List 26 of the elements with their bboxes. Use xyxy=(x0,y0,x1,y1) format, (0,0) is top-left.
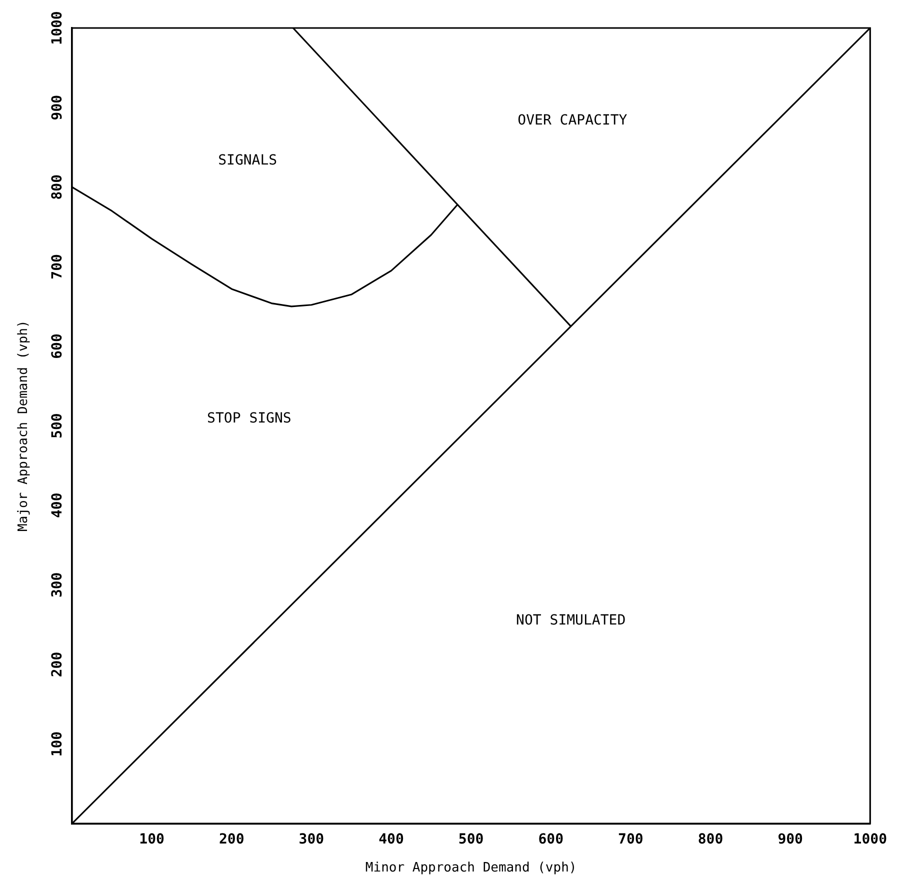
x-tick-label: 300 xyxy=(298,832,324,848)
x-tick-label: 200 xyxy=(218,832,244,848)
annotation: OVER CAPACITY xyxy=(518,112,628,129)
x-tick-label: 100 xyxy=(139,832,164,848)
y-tick-label: 400 xyxy=(50,492,66,518)
y-tick-label: 700 xyxy=(50,254,66,280)
y-tick-label: 600 xyxy=(50,334,66,359)
y-tick-label: 500 xyxy=(50,413,66,438)
y-tick-label: 900 xyxy=(50,94,66,120)
x-tick-label: 400 xyxy=(378,832,404,848)
y-tick-label: 1000 xyxy=(50,11,66,45)
x-tick-label: 900 xyxy=(778,832,803,848)
annotation: SIGNALS xyxy=(218,152,278,169)
x-tick-label: 600 xyxy=(538,832,564,848)
x-tick-label: 700 xyxy=(618,832,644,848)
x-tick-label: 1000 xyxy=(853,832,887,848)
y-tick-label: 100 xyxy=(50,731,66,757)
y-tick-label: 200 xyxy=(50,652,66,678)
y-axis-title: Major Approach Demand (vph) xyxy=(16,320,32,532)
x-axis-title: Minor Approach Demand (vph) xyxy=(365,860,577,876)
y-tick-label: 300 xyxy=(50,572,66,598)
annotation: NOT SIMULATED xyxy=(516,612,626,628)
x-tick-label: 500 xyxy=(458,832,484,848)
x-tick-label: 800 xyxy=(698,832,724,848)
annotation: STOP SIGNS xyxy=(207,410,292,426)
y-tick-label: 800 xyxy=(50,174,66,200)
